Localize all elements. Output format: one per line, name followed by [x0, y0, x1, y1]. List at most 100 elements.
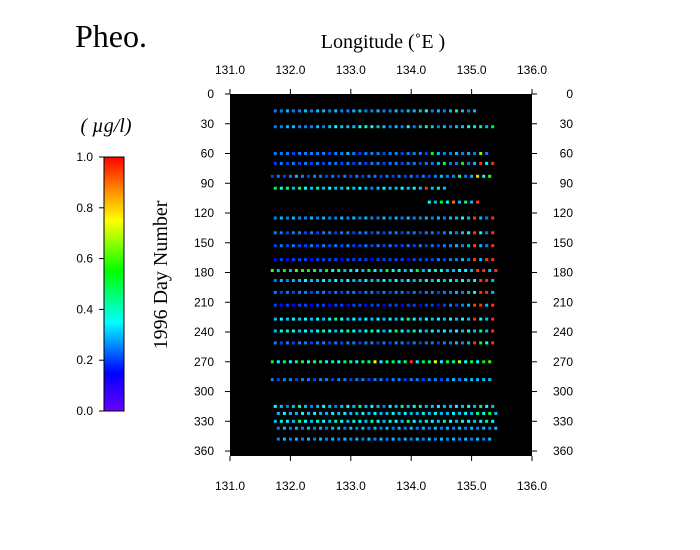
data-point	[473, 329, 477, 333]
data-point	[285, 329, 289, 333]
y-tick-label-right: 180	[553, 266, 573, 280]
data-point	[473, 290, 477, 294]
data-point	[334, 290, 338, 294]
data-point	[394, 161, 398, 165]
data-point	[449, 419, 452, 423]
data-point	[418, 109, 422, 113]
data-point	[328, 216, 332, 220]
data-point	[367, 426, 371, 430]
data-point	[367, 174, 371, 178]
data-point	[298, 244, 301, 248]
data-point	[391, 174, 395, 178]
data-point	[373, 426, 377, 430]
data-point	[346, 216, 350, 220]
data-point	[424, 109, 428, 113]
data-point	[476, 269, 480, 272]
data-point	[388, 279, 392, 282]
data-point	[439, 437, 443, 441]
data-point	[285, 404, 289, 408]
data-point	[358, 125, 362, 129]
data-point	[455, 419, 458, 423]
data-point	[464, 269, 468, 272]
data-point	[433, 174, 437, 178]
data-point	[485, 419, 489, 423]
data-point	[379, 360, 383, 364]
data-point	[406, 125, 410, 129]
data-point	[364, 161, 368, 165]
y-tick-label-left: 330	[194, 414, 214, 428]
data-point	[364, 290, 368, 294]
data-point	[279, 404, 283, 408]
data-point	[467, 419, 471, 423]
data-point	[334, 419, 338, 423]
data-point	[458, 378, 461, 382]
data-point	[376, 216, 380, 220]
x-tick-label-top: 135.0	[457, 63, 487, 77]
data-point	[461, 419, 464, 423]
data-point	[376, 404, 380, 408]
data-point	[418, 419, 422, 423]
data-point	[316, 419, 320, 423]
data-point	[485, 244, 489, 248]
data-point	[479, 329, 483, 333]
data-point	[346, 244, 350, 248]
data-point	[307, 437, 310, 441]
data-point	[358, 341, 362, 345]
data-point	[379, 269, 383, 272]
data-point	[412, 404, 416, 408]
data-point	[442, 303, 446, 307]
data-point	[382, 303, 386, 307]
axis-ticks: 131.0 131.0 132.0 132.0 133.0 133.0 134.0 134.0…	[194, 63, 573, 493]
colorbar-gradient	[103, 156, 125, 412]
data-point	[430, 186, 434, 190]
data-point	[273, 329, 277, 333]
data-point	[482, 269, 486, 272]
data-point	[328, 303, 332, 307]
data-point	[340, 244, 344, 248]
data-point	[331, 269, 335, 272]
data-point	[328, 186, 332, 190]
data-point	[331, 437, 335, 441]
data-point	[485, 125, 489, 129]
data-point	[358, 161, 362, 165]
data-point	[449, 216, 452, 220]
data-point	[346, 419, 350, 423]
data-point	[376, 303, 380, 307]
data-point	[310, 329, 313, 333]
data-point	[424, 329, 428, 333]
data-point	[409, 360, 413, 364]
data-point	[424, 216, 428, 220]
data-point	[436, 279, 440, 282]
data-point	[304, 329, 307, 333]
data-point	[467, 329, 471, 333]
data-point	[279, 186, 283, 190]
data-point	[322, 303, 326, 307]
data-point	[364, 109, 368, 113]
data-point	[491, 216, 495, 220]
data-point	[415, 360, 419, 364]
data-point	[352, 303, 356, 307]
data-point	[279, 231, 283, 235]
data-point	[488, 360, 492, 364]
data-point	[304, 125, 307, 129]
data-point	[358, 244, 362, 248]
data-point	[418, 329, 422, 333]
data-point	[270, 174, 274, 178]
data-point	[476, 411, 480, 415]
data-point	[285, 317, 289, 321]
data-point	[276, 269, 280, 272]
data-point	[298, 258, 301, 262]
data-point	[476, 174, 480, 178]
data-point	[406, 419, 410, 423]
data-point	[346, 279, 350, 282]
data-point	[304, 303, 307, 307]
data-point	[285, 125, 289, 129]
data-point	[376, 231, 380, 235]
data-point	[364, 317, 368, 321]
data-point	[328, 231, 332, 235]
data-point	[352, 186, 356, 190]
data-point	[291, 341, 295, 345]
data-point	[400, 152, 404, 155]
data-point	[288, 174, 292, 178]
data-point	[358, 258, 362, 262]
